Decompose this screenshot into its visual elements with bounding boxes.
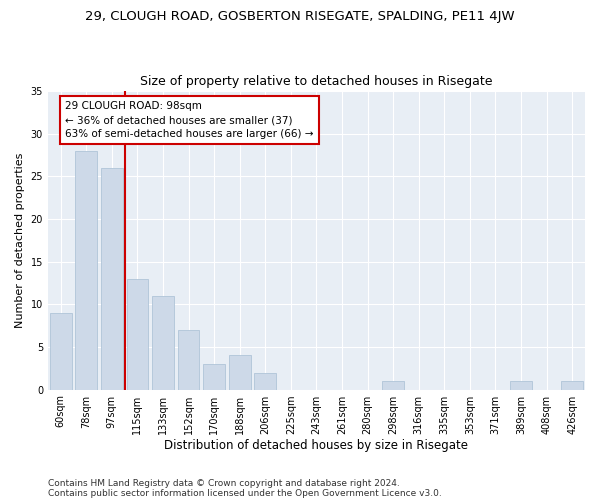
Bar xyxy=(203,364,225,390)
X-axis label: Distribution of detached houses by size in Risegate: Distribution of detached houses by size … xyxy=(164,440,469,452)
Bar xyxy=(562,381,583,390)
Bar xyxy=(229,356,251,390)
Bar xyxy=(76,151,97,390)
Bar xyxy=(127,278,148,390)
Text: Contains public sector information licensed under the Open Government Licence v3: Contains public sector information licen… xyxy=(48,488,442,498)
Bar xyxy=(510,381,532,390)
Title: Size of property relative to detached houses in Risegate: Size of property relative to detached ho… xyxy=(140,76,493,88)
Bar xyxy=(382,381,404,390)
Text: 29 CLOUGH ROAD: 98sqm
← 36% of detached houses are smaller (37)
63% of semi-deta: 29 CLOUGH ROAD: 98sqm ← 36% of detached … xyxy=(65,102,314,140)
Bar xyxy=(152,296,174,390)
Y-axis label: Number of detached properties: Number of detached properties xyxy=(15,152,25,328)
Bar xyxy=(178,330,199,390)
Bar xyxy=(254,372,276,390)
Text: 29, CLOUGH ROAD, GOSBERTON RISEGATE, SPALDING, PE11 4JW: 29, CLOUGH ROAD, GOSBERTON RISEGATE, SPA… xyxy=(85,10,515,23)
Text: Contains HM Land Registry data © Crown copyright and database right 2024.: Contains HM Land Registry data © Crown c… xyxy=(48,478,400,488)
Bar xyxy=(101,168,123,390)
Bar xyxy=(50,313,71,390)
